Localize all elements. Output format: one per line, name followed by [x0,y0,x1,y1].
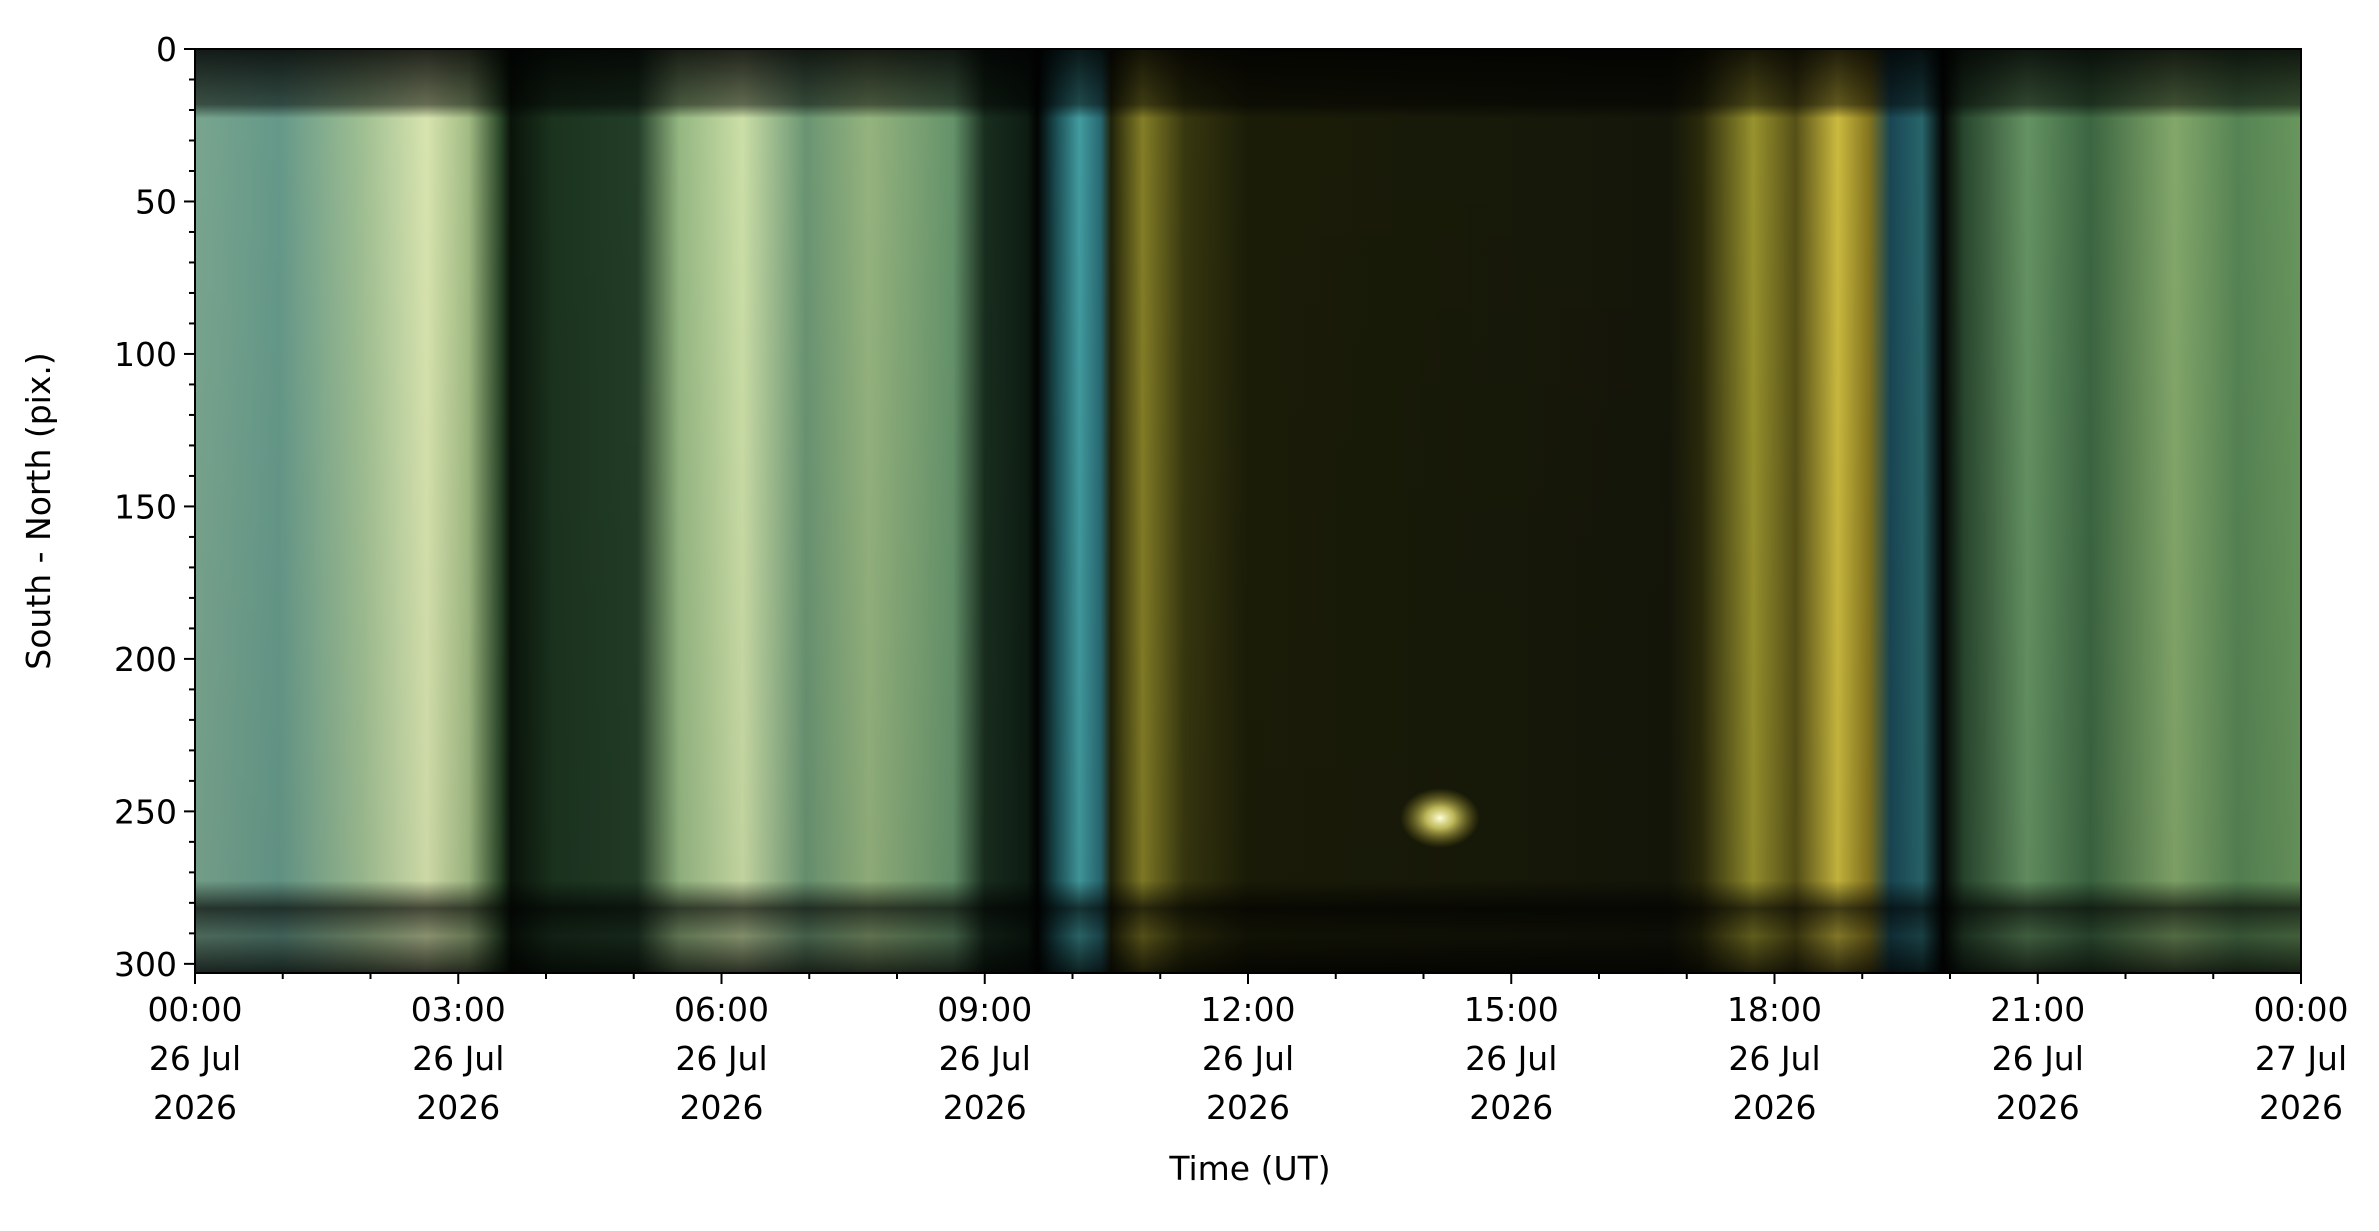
y-tick-label: 300 [114,945,177,984]
x-tick-label-line: 00:00 [2253,990,2348,1029]
x-tick-label-line: 2026 [1206,1088,1290,1127]
x-tick-label-line: 26 Jul [939,1039,1031,1078]
x-tick-label-line: 18:00 [1727,990,1822,1029]
x-tick-label: 15:00 26 Jul 2026 [1464,990,1559,1127]
x-tick-label: 00:00 27 Jul 2026 [2253,990,2348,1127]
x-tick-label-line: 2026 [416,1088,500,1127]
x-tick-label-line: 03:00 [411,990,506,1029]
x-tick-label-line: 2026 [1733,1088,1817,1127]
x-tick-label: 18:00 26 Jul 2026 [1727,990,1822,1127]
x-tick-label: 09:00 26 Jul 2026 [937,990,1032,1127]
x-tick-label: 06:00 26 Jul 2026 [674,990,769,1127]
x-tick-label-line: 06:00 [674,990,769,1029]
y-axis-label: South - North (pix.) [19,352,58,669]
x-tick-label: 21:00 26 Jul 2026 [1990,990,2085,1127]
x-tick-label: 12:00 26 Jul 2026 [1200,990,1295,1127]
x-tick-label-line: 26 Jul [675,1039,767,1078]
y-tick-label: 200 [114,640,177,679]
x-tick-label-line: 27 Jul [2255,1039,2347,1078]
x-tick-label-line: 09:00 [937,990,1032,1029]
x-tick-label-line: 21:00 [1990,990,2085,1029]
y-tick-label: 150 [114,487,177,526]
x-tick-label: 00:00 26 Jul 2026 [147,990,242,1127]
x-tick-label-line: 15:00 [1464,990,1559,1029]
x-tick-label-line: 12:00 [1200,990,1295,1029]
x-tick-label-line: 2026 [2259,1088,2343,1127]
x-tick-label-line: 26 Jul [1465,1039,1557,1078]
keogram-image [195,49,2301,973]
x-tick-label-line: 26 Jul [1992,1039,2084,1078]
x-tick-label-line: 2026 [680,1088,764,1127]
x-tick-label-line: 2026 [1469,1088,1553,1127]
y-tick-label: 250 [114,792,177,831]
y-tick-label: 0 [156,30,177,69]
x-tick-label: 03:00 26 Jul 2026 [411,990,506,1127]
x-tick-label-line: 26 Jul [1728,1039,1820,1078]
x-tick-label-line: 26 Jul [1202,1039,1294,1078]
image-shade [195,49,2301,973]
y-tick-label: 100 [114,335,177,374]
y-tick-label: 50 [135,182,177,221]
x-tick-label-line: 26 Jul [149,1039,241,1078]
x-tick-label-line: 2026 [1996,1088,2080,1127]
bright-spot [1400,788,1480,848]
x-tick-label-line: 2026 [943,1088,1027,1127]
x-tick-label-line: 2026 [153,1088,237,1127]
x-axis-label: Time (UT) [1168,1149,1330,1188]
x-tick-label-line: 00:00 [147,990,242,1029]
x-tick-label-line: 26 Jul [412,1039,504,1078]
